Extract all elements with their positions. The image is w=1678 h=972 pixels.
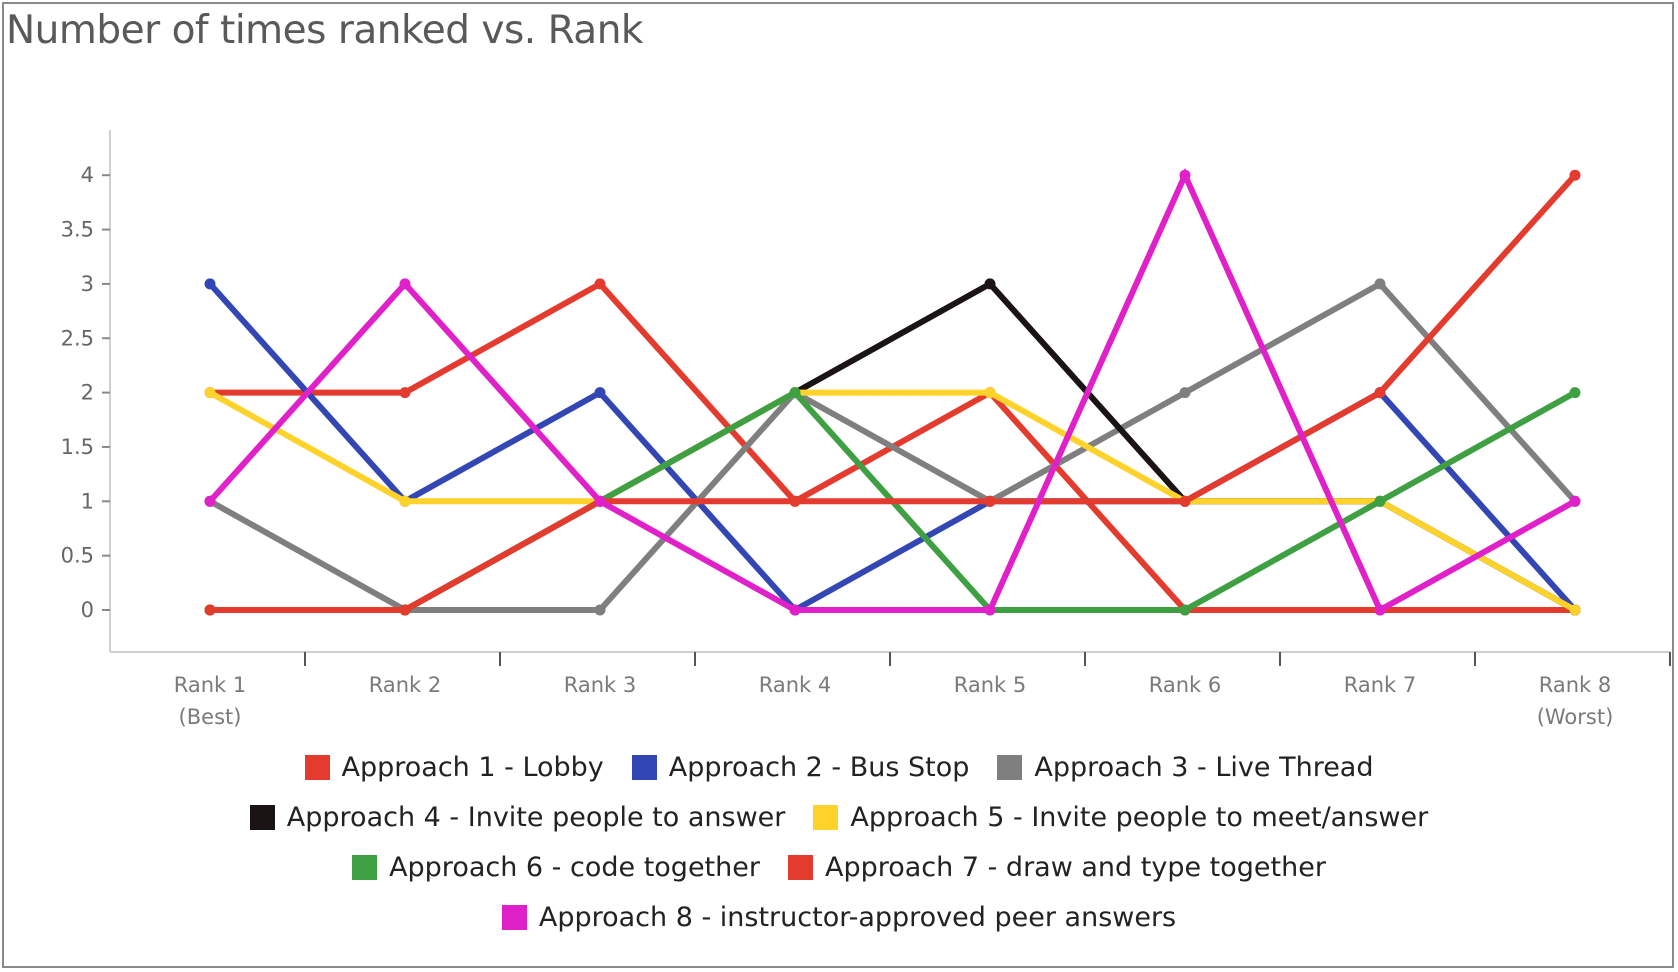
series-line-3 xyxy=(207,280,1578,613)
legend-row: Approach 1 - Lobby Approach 2 - Bus Stop A… xyxy=(291,742,1388,792)
y-tick-label: 2 xyxy=(81,381,94,405)
data-point xyxy=(1569,387,1581,399)
data-point xyxy=(1374,278,1386,290)
y-tick-label: 3 xyxy=(81,272,94,296)
legend-label: Approach 4 - Invite people to answer xyxy=(286,801,786,833)
legend-item[interactable]: Approach 5 - Invite people to meet/answe… xyxy=(813,802,1428,833)
x-tick-label: Rank 1 xyxy=(174,673,247,697)
data-point xyxy=(399,604,411,616)
x-tick-label: Rank 8 xyxy=(1539,673,1612,697)
series-line-7 xyxy=(207,172,1578,613)
legend-swatch xyxy=(997,754,1023,780)
legend-swatch xyxy=(787,854,813,880)
data-point xyxy=(1179,604,1191,616)
data-point xyxy=(204,387,216,399)
data-point xyxy=(204,495,216,507)
legend-swatch xyxy=(352,854,378,880)
legend-item[interactable]: Approach 4 - Invite people to answer xyxy=(249,801,786,833)
legend-row: Approach 6 - code together Approach 7 - d… xyxy=(338,842,1340,892)
y-tick-label: 0.5 xyxy=(61,544,94,568)
chart-legend: Approach 1 - Lobby Approach 2 - Bus Stop A… xyxy=(0,742,1678,942)
y-tick-label: 4 xyxy=(81,163,94,187)
x-tick-label: Rank 4 xyxy=(759,673,832,697)
legend-item[interactable]: Approach 7 - draw and type together xyxy=(787,851,1326,883)
x-tick-label: (Best) xyxy=(179,705,242,729)
data-point xyxy=(1569,604,1581,616)
legend-row: Approach 8 - instructor-approved peer an… xyxy=(488,892,1190,942)
series-lines xyxy=(204,167,1581,616)
data-point xyxy=(594,604,606,616)
legend-label: Approach 3 - Live Thread xyxy=(1034,751,1374,783)
legend-swatch xyxy=(501,904,527,930)
data-point xyxy=(399,387,411,399)
data-point xyxy=(204,278,216,290)
legend-row: Approach 4 - Invite people to answer Appr… xyxy=(236,792,1442,842)
data-point xyxy=(594,278,606,290)
legend-swatch xyxy=(304,754,330,780)
data-point xyxy=(1374,495,1386,507)
legend-swatch xyxy=(631,754,657,780)
legend-item[interactable]: Approach 6 - code together xyxy=(352,852,760,883)
x-tick-label: (Worst) xyxy=(1537,705,1614,729)
y-tick-label: 1.5 xyxy=(61,435,94,459)
data-point xyxy=(984,604,996,616)
data-point xyxy=(1374,604,1386,616)
legend-swatch xyxy=(249,804,275,830)
data-point xyxy=(1179,387,1191,399)
data-point xyxy=(1569,169,1581,181)
legend-label: Approach 1 - Lobby xyxy=(341,751,604,783)
data-point xyxy=(984,278,996,290)
legend-item[interactable]: Approach 8 - instructor-approved peer an… xyxy=(501,901,1177,933)
x-tick-label: Rank 5 xyxy=(954,673,1027,697)
data-point xyxy=(789,495,801,507)
data-point xyxy=(594,387,606,399)
legend-label: Approach 7 - draw and type together xyxy=(824,851,1326,883)
data-point xyxy=(1179,495,1191,507)
data-point xyxy=(789,604,801,616)
legend-label: Approach 5 - Invite people to meet/answe… xyxy=(850,801,1429,833)
data-point xyxy=(984,495,996,507)
data-point xyxy=(204,604,216,616)
legend-item[interactable]: Approach 2 - Bus Stop xyxy=(631,751,970,783)
y-tick-label: 1 xyxy=(81,489,94,513)
data-point xyxy=(789,387,801,399)
data-point xyxy=(594,495,606,507)
x-tick-label: Rank 7 xyxy=(1344,673,1417,697)
legend-label: Approach 2 - Bus Stop xyxy=(668,751,970,783)
data-point xyxy=(1569,495,1581,507)
x-tick-label: Rank 6 xyxy=(1149,673,1222,697)
y-tick-label: 3.5 xyxy=(61,218,94,242)
x-tick-label: Rank 2 xyxy=(369,673,442,697)
legend-swatch xyxy=(813,804,839,830)
series-line-8 xyxy=(207,167,1578,615)
y-tick-label: 0 xyxy=(81,598,94,622)
data-point xyxy=(399,278,411,290)
data-point xyxy=(1179,169,1191,181)
data-point xyxy=(1374,387,1386,399)
legend-item[interactable]: Approach 1 - Lobby xyxy=(304,751,604,783)
legend-item[interactable]: Approach 3 - Live Thread xyxy=(997,751,1374,783)
chart-title: Number of times ranked vs. Rank xyxy=(6,8,644,53)
legend-label: Approach 6 - code together xyxy=(389,851,760,883)
data-point xyxy=(984,387,996,399)
series-line-5 xyxy=(207,389,1578,613)
x-tick-label: Rank 3 xyxy=(564,673,637,697)
y-tick-label: 2.5 xyxy=(61,326,94,350)
axes: 0 0.5 1 1.5 2 2.5 3 3.5 4 Rank 1 (Best) Rank 2 Rank … xyxy=(61,130,1671,729)
data-point xyxy=(399,495,411,507)
legend-label: Approach 8 - instructor-approved peer an… xyxy=(538,901,1177,933)
